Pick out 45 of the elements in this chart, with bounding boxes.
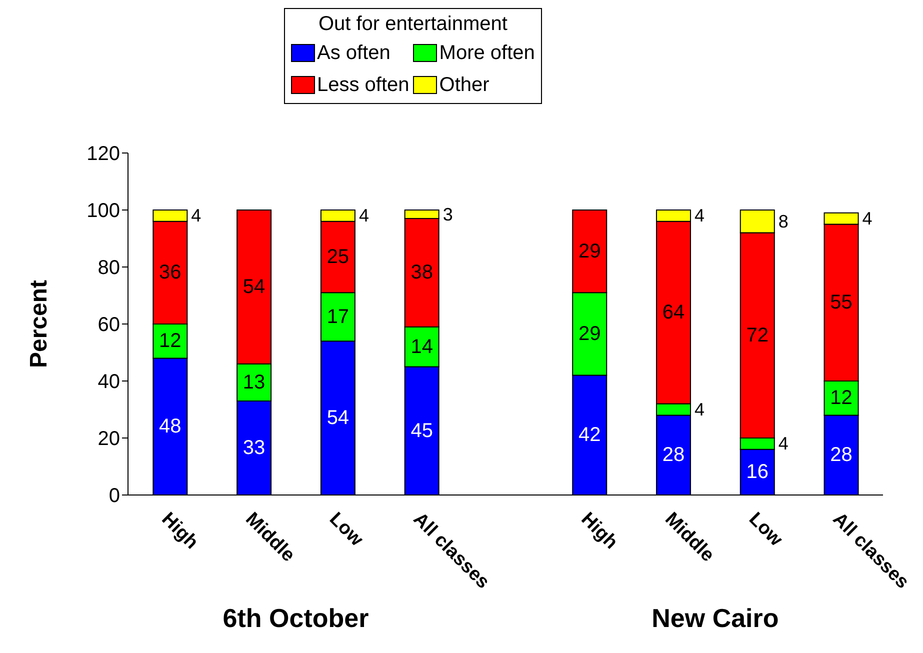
- y-tick-label: 120: [86, 143, 120, 166]
- y-axis-title: Percent: [26, 280, 53, 368]
- data-label: 33: [242, 436, 266, 459]
- y-tick-label: 100: [86, 200, 120, 222]
- y-tick-label: 80: [98, 257, 120, 280]
- data-label: 8: [778, 211, 788, 232]
- data-label: 12: [830, 387, 852, 410]
- legend-label: Other: [439, 73, 490, 98]
- data-label: 72: [746, 324, 769, 346]
- data-label: 36: [159, 262, 182, 284]
- y-tick-label: 0: [108, 485, 120, 508]
- data-label: 16: [746, 461, 769, 484]
- data-label: 4: [191, 206, 202, 226]
- legend-label: Less often: [317, 73, 410, 98]
- data-label: 13: [242, 371, 266, 394]
- data-label: 54: [326, 407, 350, 430]
- data-label: 64: [662, 302, 685, 324]
- legend-label: More often: [439, 41, 535, 66]
- data-label: 25: [326, 246, 350, 268]
- data-label: 12: [159, 330, 182, 352]
- text: New Cairo: [650, 603, 780, 634]
- data-label: 38: [410, 262, 433, 284]
- y-tick-label: 20: [98, 428, 120, 450]
- data-label: 14: [410, 336, 433, 358]
- legend-label: As often: [317, 41, 390, 66]
- data-label: 3: [442, 204, 453, 224]
- data-label: 28: [830, 444, 852, 466]
- data-label: 29: [578, 322, 601, 345]
- data-label: 29: [578, 240, 601, 262]
- data-label: 45: [410, 420, 433, 442]
- data-label: 4: [694, 206, 705, 226]
- data-label: 4: [778, 434, 788, 454]
- y-tick-label: 40: [98, 371, 120, 394]
- data-label: 4: [358, 206, 369, 226]
- data-label: 48: [159, 416, 182, 438]
- data-label: 4: [862, 208, 872, 229]
- y-tick-label: 60: [98, 314, 120, 336]
- data-label: 55: [830, 292, 852, 314]
- data-label: 54: [242, 276, 266, 298]
- legend-title: Out for entertainment: [317, 12, 508, 37]
- text: 6th October: [222, 603, 370, 634]
- data-label: 17: [326, 306, 350, 328]
- data-label: 4: [694, 400, 705, 420]
- data-label: 28: [662, 444, 685, 466]
- data-label: 42: [578, 424, 601, 446]
